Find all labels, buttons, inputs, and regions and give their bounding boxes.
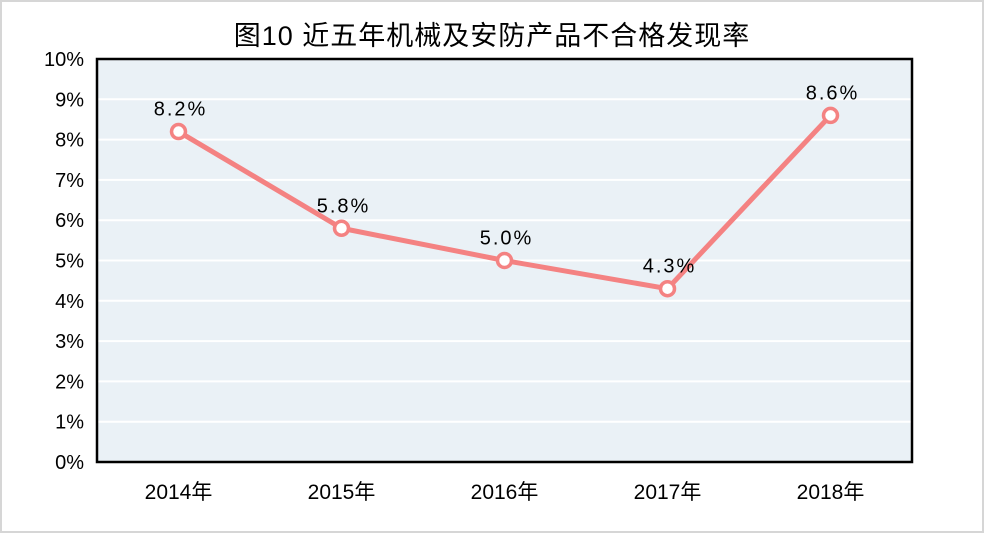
data-label: 5.0%	[480, 228, 534, 250]
x-tick-label: 2015年	[308, 481, 376, 504]
chart-title: 图10 近五年机械及安防产品不合格发现率	[233, 21, 751, 51]
y-tick-label: 7%	[55, 170, 84, 192]
y-tick-label: 5%	[55, 251, 84, 273]
plot-border	[95, 57, 914, 464]
y-tick-label: 9%	[55, 89, 84, 111]
data-point-marker	[658, 279, 677, 298]
x-tick-label: 2014年	[145, 481, 213, 504]
x-tick-label: 2018年	[797, 481, 865, 504]
data-label: 5.8%	[317, 195, 371, 217]
data-label: 8.2%	[154, 99, 208, 121]
data-point-marker	[495, 251, 514, 270]
data-point-marker	[821, 106, 840, 125]
y-tick-label: 1%	[55, 412, 84, 434]
y-tick-label: 3%	[55, 331, 84, 353]
data-label: 4.3%	[643, 256, 697, 278]
data-point-marker	[332, 219, 351, 238]
x-tick-label: 2016年	[471, 481, 539, 504]
y-tick-label: 10%	[44, 49, 84, 71]
data-label: 8.6%	[806, 82, 860, 104]
y-tick-label: 2%	[55, 371, 84, 393]
y-tick-label: 8%	[55, 130, 84, 152]
y-tick-label: 0%	[55, 452, 84, 474]
y-tick-label: 6%	[55, 210, 84, 232]
x-tick-label: 2017年	[634, 481, 702, 504]
y-tick-label: 4%	[55, 291, 84, 313]
data-point-marker	[169, 122, 188, 141]
